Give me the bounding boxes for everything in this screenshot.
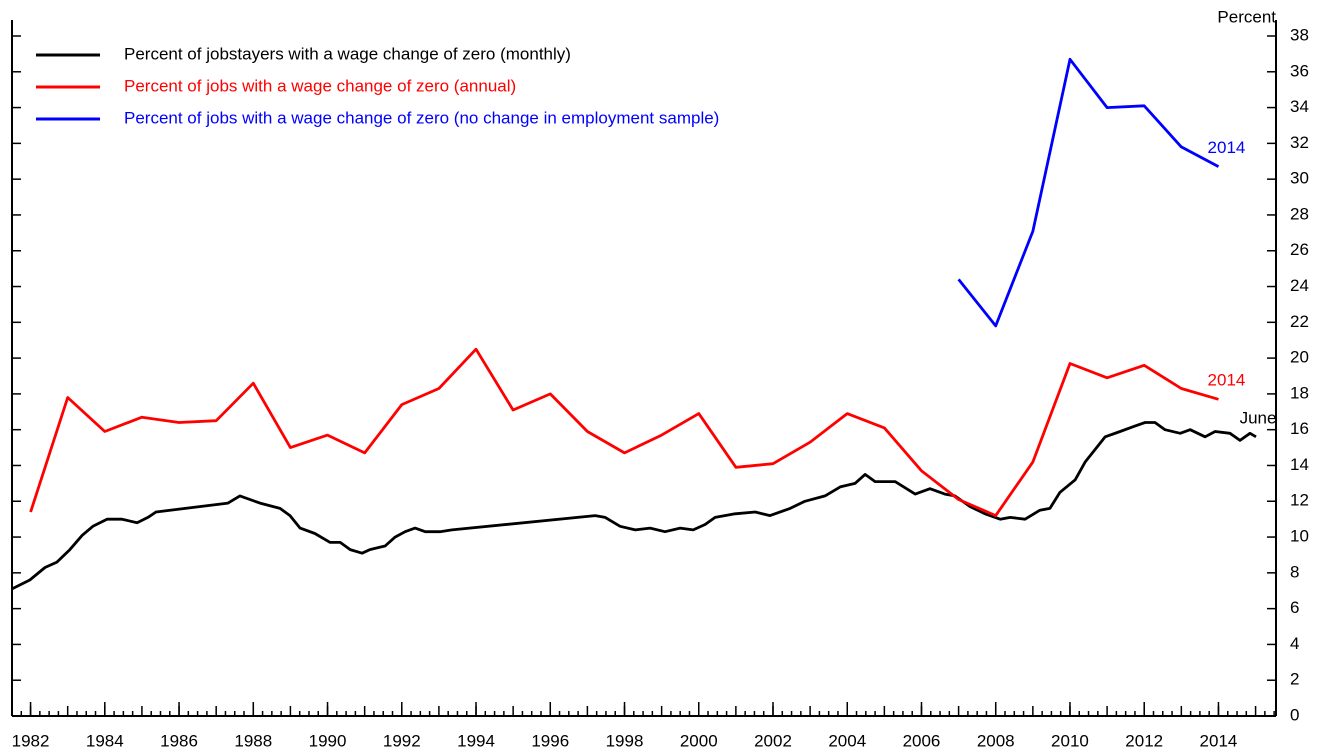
y-tick-label: 14: [1290, 455, 1309, 474]
y-tick-label: 18: [1290, 383, 1309, 402]
y-tick-label: 26: [1290, 240, 1309, 259]
y-tick-label: 24: [1290, 276, 1309, 295]
end-label: June: [1240, 408, 1277, 427]
y-tick-label: 36: [1290, 61, 1309, 80]
x-tick-label: 2006: [903, 731, 941, 750]
x-tick-label: 1990: [309, 731, 347, 750]
x-tick-label: 1984: [86, 731, 124, 750]
y-tick-label: 12: [1290, 491, 1309, 510]
x-tick-label: 2010: [1051, 731, 1089, 750]
x-tick-label: 2012: [1125, 731, 1163, 750]
legend-label: Percent of jobs with a wage change of ze…: [124, 108, 719, 127]
x-tick-label: 1996: [531, 731, 569, 750]
y-tick-label: 2: [1290, 670, 1299, 689]
y-tick-label: 6: [1290, 598, 1299, 617]
y-tick-label: 22: [1290, 312, 1309, 331]
y-tick-label: 10: [1290, 527, 1309, 546]
y-tick-label: 34: [1290, 97, 1309, 116]
end-label: 2014: [1208, 138, 1246, 157]
x-tick-label: 1992: [383, 731, 421, 750]
x-tick-label: 1994: [457, 731, 495, 750]
y-tick-label: 30: [1290, 169, 1309, 188]
y-axis-label: Percent: [1217, 7, 1276, 26]
x-tick-label: 2000: [680, 731, 718, 750]
x-tick-label: 1988: [234, 731, 272, 750]
y-tick-label: 4: [1290, 634, 1299, 653]
y-tick-label: 8: [1290, 562, 1299, 581]
x-tick-label: 2002: [754, 731, 792, 750]
series-line: [957, 57, 1220, 328]
x-tick-label: 2004: [828, 731, 866, 750]
legend-label: Percent of jobstayers with a wage change…: [124, 44, 571, 63]
y-tick-label: 16: [1290, 419, 1309, 438]
x-tick-label: 1998: [606, 731, 644, 750]
x-tick-label: 1982: [12, 731, 50, 750]
x-tick-label: 2008: [977, 731, 1015, 750]
end-label: 2014: [1208, 371, 1246, 390]
y-tick-label: 32: [1290, 133, 1309, 152]
series-line: [11, 421, 1257, 591]
y-tick-label: 38: [1290, 25, 1309, 44]
y-tick-label: 28: [1290, 204, 1309, 223]
y-tick-label: 0: [1290, 705, 1299, 724]
x-tick-label: 2014: [1200, 731, 1238, 750]
y-tick-label: 20: [1290, 348, 1309, 367]
legend-label: Percent of jobs with a wage change of ze…: [124, 76, 516, 95]
series-line: [29, 347, 1219, 517]
x-tick-label: 1986: [160, 731, 198, 750]
